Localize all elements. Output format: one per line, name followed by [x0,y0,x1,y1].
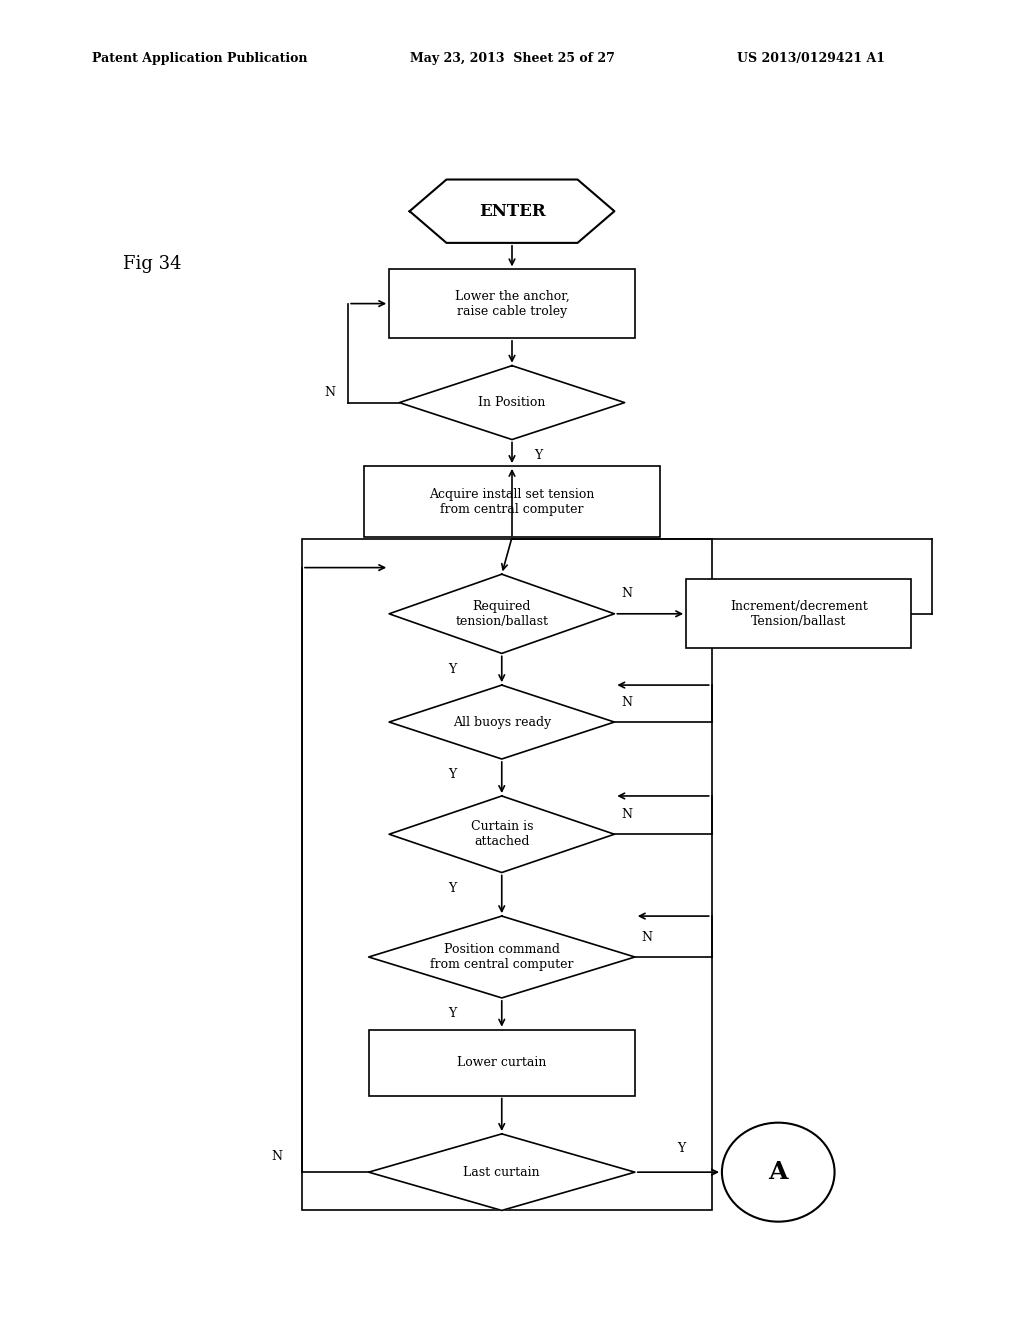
Text: Lower the anchor,
raise cable troley: Lower the anchor, raise cable troley [455,289,569,318]
Text: In Position: In Position [478,396,546,409]
Text: N: N [622,587,632,601]
Polygon shape [389,685,614,759]
Text: Increment/decrement
Tension/ballast: Increment/decrement Tension/ballast [730,599,867,628]
Polygon shape [410,180,614,243]
Text: Y: Y [449,663,457,676]
Text: May 23, 2013  Sheet 25 of 27: May 23, 2013 Sheet 25 of 27 [410,51,614,65]
Text: Y: Y [449,768,457,781]
Text: Y: Y [449,1007,457,1020]
Text: Last curtain: Last curtain [464,1166,540,1179]
FancyBboxPatch shape [686,579,911,648]
Polygon shape [399,366,625,440]
Text: US 2013/0129421 A1: US 2013/0129421 A1 [737,51,886,65]
Polygon shape [389,796,614,873]
Polygon shape [369,916,635,998]
Text: Y: Y [449,882,457,895]
Text: Y: Y [535,449,543,462]
Polygon shape [389,574,614,653]
FancyBboxPatch shape [389,269,635,338]
Polygon shape [369,1134,635,1210]
FancyBboxPatch shape [369,1030,635,1096]
Text: N: N [642,931,652,944]
Text: Position command
from central computer: Position command from central computer [430,942,573,972]
Text: N: N [622,696,632,709]
Text: Lower curtain: Lower curtain [457,1056,547,1069]
Text: Y: Y [677,1142,685,1155]
Text: ENTER: ENTER [478,203,546,219]
Text: All buoys ready: All buoys ready [453,715,551,729]
Text: N: N [271,1150,282,1163]
Text: N: N [325,385,335,399]
Text: Curtain is
attached: Curtain is attached [470,820,534,849]
FancyBboxPatch shape [364,466,660,537]
Ellipse shape [722,1122,835,1222]
Text: Fig 34: Fig 34 [123,255,181,273]
Text: Patent Application Publication: Patent Application Publication [92,51,307,65]
Text: Required
tension/ballast: Required tension/ballast [456,599,548,628]
Text: Acquire install set tension
from central computer: Acquire install set tension from central… [429,487,595,516]
Text: N: N [622,808,632,821]
Text: A: A [768,1160,788,1184]
